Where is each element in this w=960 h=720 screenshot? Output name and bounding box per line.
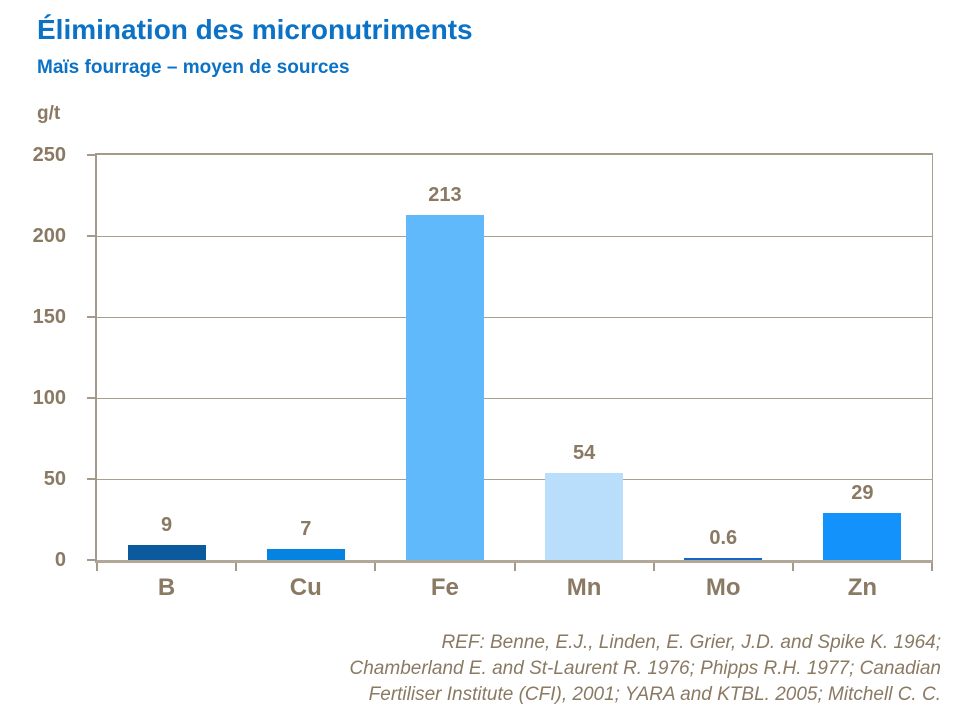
reference-text: REF: Benne, E.J., Linden, E. Grier, J.D.… (201, 630, 941, 708)
y-tick-mark (87, 559, 95, 561)
y-tick-mark (87, 235, 95, 237)
bar-value-label-Fe: 213 (428, 183, 462, 206)
bar-Zn (823, 513, 902, 560)
x-tick-mark (513, 563, 516, 571)
bar-value-label-Mn: 54 (572, 441, 596, 464)
y-axis-tick-label: 200 (32, 225, 66, 247)
x-tick-mark (931, 563, 933, 571)
chart-subtitle: Maïs fourrage – moyen de sources (37, 57, 350, 78)
x-tick-mark (652, 563, 655, 571)
x-axis-label-B: B (157, 574, 176, 601)
gridline-50 (97, 479, 932, 480)
gridline-150 (97, 317, 932, 318)
y-axis-unit-label: g/t (37, 103, 61, 124)
bar-value-label-Cu: 7 (300, 517, 312, 540)
y-axis-tick-label: 0 (54, 549, 66, 571)
x-axis-label-Mn: Mn (566, 574, 602, 601)
x-axis-label-Fe: Fe (430, 574, 459, 601)
bar-value-label-Mo: 0.6 (709, 527, 738, 549)
bar-value-label-B: 9 (161, 514, 173, 537)
bar-B (127, 545, 206, 560)
chart-title: Élimination des micronutriments (37, 14, 473, 45)
y-tick-mark (87, 154, 95, 156)
y-axis-tick-label: 50 (43, 468, 66, 490)
x-axis-label-Zn: Zn (847, 574, 878, 601)
x-tick-mark (791, 563, 794, 571)
reference-line: Chamberland E. and St-Laurent R. 1976; P… (349, 658, 941, 679)
bar-Mn (545, 472, 624, 560)
gridline-200 (97, 236, 932, 237)
bar-Cu (266, 548, 345, 560)
y-tick-mark (87, 316, 95, 318)
y-tick-mark (87, 478, 95, 480)
bar-Mo (684, 558, 763, 560)
plot-area: 9 7 213 54 0.6 29 (95, 153, 933, 563)
x-axis-label-Cu: Cu (289, 574, 322, 601)
y-axis-tick-label: 100 (32, 387, 66, 409)
gridline-100 (97, 398, 932, 399)
y-axis-tick-label: 250 (32, 144, 66, 166)
y-axis-tick-label: 150 (32, 306, 66, 328)
x-tick-mark (374, 563, 377, 571)
x-tick-mark (235, 563, 238, 571)
reference-line: Fertiliser Institute (CFI), 2001; YARA a… (368, 684, 941, 705)
bar-value-label-Zn: 29 (851, 482, 874, 505)
y-tick-mark (87, 397, 95, 399)
x-axis-label-Mo: Mo (705, 574, 741, 601)
reference-line: REF: Benne, E.J., Linden, E. Grier, J.D.… (441, 632, 941, 653)
x-tick-mark (96, 563, 98, 571)
bar-Fe (405, 214, 484, 560)
